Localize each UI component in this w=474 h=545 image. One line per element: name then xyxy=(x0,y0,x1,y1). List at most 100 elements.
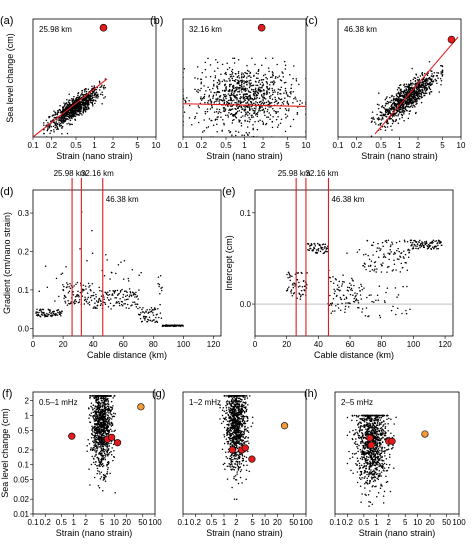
data-point xyxy=(440,79,443,82)
data-point xyxy=(122,293,125,296)
data-point xyxy=(248,91,250,93)
data-point xyxy=(87,407,90,409)
data-point xyxy=(252,84,255,87)
data-point xyxy=(134,296,136,298)
data-point xyxy=(231,460,234,463)
data-point xyxy=(61,118,63,121)
data-point xyxy=(226,100,228,103)
data-point xyxy=(248,99,250,102)
data-point xyxy=(45,136,48,137)
data-point xyxy=(100,85,103,88)
data-point xyxy=(159,293,161,295)
data-point xyxy=(112,412,115,415)
data-point xyxy=(292,90,295,93)
data-point xyxy=(79,108,82,110)
data-point xyxy=(231,72,234,74)
red-marker xyxy=(99,23,108,32)
y-tick-label: 0.3 xyxy=(18,209,30,218)
data-point xyxy=(244,108,247,111)
data-point xyxy=(271,71,274,73)
data-point xyxy=(375,299,377,302)
data-point xyxy=(99,441,102,443)
data-point xyxy=(395,98,398,100)
data-point xyxy=(380,114,383,117)
data-point xyxy=(118,292,120,295)
data-point xyxy=(95,423,97,426)
data-point xyxy=(212,136,214,137)
data-point xyxy=(210,100,213,103)
data-point xyxy=(370,121,373,123)
data-point xyxy=(54,116,56,119)
data-point xyxy=(102,395,104,397)
data-point xyxy=(223,123,225,126)
data-point xyxy=(74,104,76,107)
data-point xyxy=(390,309,393,312)
data-point xyxy=(397,122,400,124)
data-point xyxy=(238,463,241,465)
data-point xyxy=(246,69,249,72)
data-point xyxy=(387,102,389,105)
data-point xyxy=(396,103,399,106)
data-point xyxy=(276,103,279,105)
data-point xyxy=(79,103,82,106)
data-point xyxy=(95,399,97,401)
data-point xyxy=(71,101,74,103)
data-point xyxy=(65,266,67,268)
data-point xyxy=(216,131,218,133)
data-point xyxy=(98,441,100,443)
data-point xyxy=(389,249,391,251)
x-axis-label: Strain (nano strain) xyxy=(56,528,133,538)
data-point xyxy=(183,115,184,117)
data-point xyxy=(417,88,420,90)
data-point xyxy=(253,107,256,109)
data-point xyxy=(332,298,335,300)
x-tick-label: 60 xyxy=(119,340,128,349)
data-point xyxy=(138,274,140,276)
data-point xyxy=(428,61,431,63)
data-point xyxy=(277,102,280,104)
data-point xyxy=(65,117,67,119)
data-point xyxy=(428,86,431,89)
data-point xyxy=(395,114,397,117)
data-point xyxy=(61,272,64,274)
data-point xyxy=(422,242,424,244)
data-point xyxy=(299,285,301,287)
data-point xyxy=(203,119,205,121)
data-point xyxy=(92,409,94,411)
data-point xyxy=(91,283,94,285)
data-point xyxy=(314,243,316,245)
red-marker xyxy=(257,23,266,32)
data-point xyxy=(392,269,395,271)
data-point xyxy=(233,57,236,60)
data-point xyxy=(82,284,85,286)
data-point xyxy=(305,77,306,80)
data-point xyxy=(257,88,260,91)
data-point xyxy=(397,108,400,110)
data-point xyxy=(97,438,100,441)
data-point xyxy=(64,300,66,303)
data-point xyxy=(246,101,249,103)
data-point xyxy=(127,298,129,301)
data-point xyxy=(103,296,105,298)
data-point xyxy=(325,247,327,249)
data-point xyxy=(218,100,220,103)
data-point xyxy=(266,78,269,80)
data-point xyxy=(201,72,204,74)
data-point xyxy=(395,241,398,244)
data-point xyxy=(237,91,239,93)
data-point xyxy=(102,479,105,481)
data-point xyxy=(246,96,248,98)
data-point xyxy=(256,128,259,131)
data-point xyxy=(395,93,398,95)
data-point xyxy=(231,465,234,467)
data-point xyxy=(416,245,418,247)
data-point xyxy=(59,313,61,315)
data-point xyxy=(380,106,383,108)
data-point xyxy=(276,126,279,128)
data-point xyxy=(263,93,266,95)
data-point xyxy=(103,452,106,455)
data-point xyxy=(241,72,243,74)
x-tick-label: 20 xyxy=(273,518,282,527)
data-point xyxy=(107,408,110,410)
data-point xyxy=(386,287,389,289)
